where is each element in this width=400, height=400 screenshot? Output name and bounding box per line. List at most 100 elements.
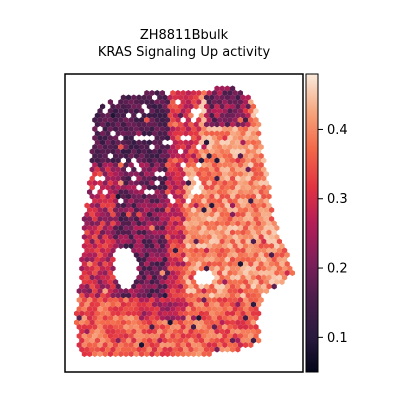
spot [167,121,173,128]
spot [133,99,139,105]
spot [152,229,158,236]
spot [214,337,220,344]
spot [79,283,85,290]
spot [201,162,207,168]
spot [120,319,126,326]
spot [227,243,233,249]
spot [154,90,160,96]
spot [178,247,184,254]
spot [191,252,197,258]
spot [222,99,228,105]
spot [217,288,223,294]
spot [115,175,121,182]
spot [178,139,184,146]
spot [219,310,225,317]
spot [94,130,100,137]
spot [89,328,95,335]
spot [149,297,155,303]
spot [152,292,158,299]
spot [84,238,90,245]
spot [157,319,163,326]
spot [240,274,246,281]
spot [204,283,210,290]
spot [178,292,184,299]
spot [144,162,150,168]
spot [183,346,189,353]
spot [100,112,106,119]
spot [204,337,210,344]
spot [206,198,212,204]
spot [110,292,116,299]
spot [115,292,121,299]
spot [141,157,147,164]
spot [227,126,233,132]
spot [232,216,238,222]
spot [162,265,168,272]
spot [271,256,277,263]
spot [237,144,243,150]
spot [206,324,212,330]
spot [224,220,230,227]
spot [183,301,189,308]
spot [162,337,168,344]
spot [193,166,199,173]
spot [183,337,189,344]
spot [232,243,238,249]
spot [123,225,129,231]
spot [214,319,220,326]
spot [131,211,137,218]
spot [245,193,251,200]
spot [100,184,106,191]
spot [198,301,204,308]
spot [183,229,189,236]
spot [144,252,150,258]
spot [128,126,134,132]
spot [224,94,230,101]
spot [92,297,98,303]
spot [84,310,90,317]
spot [198,346,204,353]
spot [118,207,124,213]
spot [253,279,259,285]
spot [131,148,137,155]
spot [211,252,217,258]
spot [126,292,132,299]
spot [178,319,184,326]
spot [185,351,191,357]
spot [102,252,108,258]
spot [97,252,103,258]
spot [175,243,181,249]
spot [97,198,103,204]
spot [87,279,93,285]
spot [222,135,228,141]
spot [79,292,85,299]
spot [105,328,111,335]
spot [105,112,111,119]
spot [263,225,269,231]
spot [131,121,137,128]
spot [123,198,129,204]
spot [141,337,147,344]
spot [170,324,176,330]
spot [144,261,150,267]
spot [146,130,152,137]
spot [89,319,95,326]
spot [230,310,236,317]
spot [235,247,241,254]
spot [128,297,134,303]
spot [136,283,142,290]
spot [178,94,184,101]
spot [170,90,176,96]
spatial-spots [74,85,295,357]
spot [107,306,113,312]
spot [105,157,111,164]
spot [102,225,108,231]
spot [196,90,202,96]
spot [211,324,217,330]
spot [198,175,204,182]
spot [185,288,191,294]
spot [139,117,145,123]
spot [146,112,152,119]
spot [191,333,197,339]
spot [243,279,249,285]
